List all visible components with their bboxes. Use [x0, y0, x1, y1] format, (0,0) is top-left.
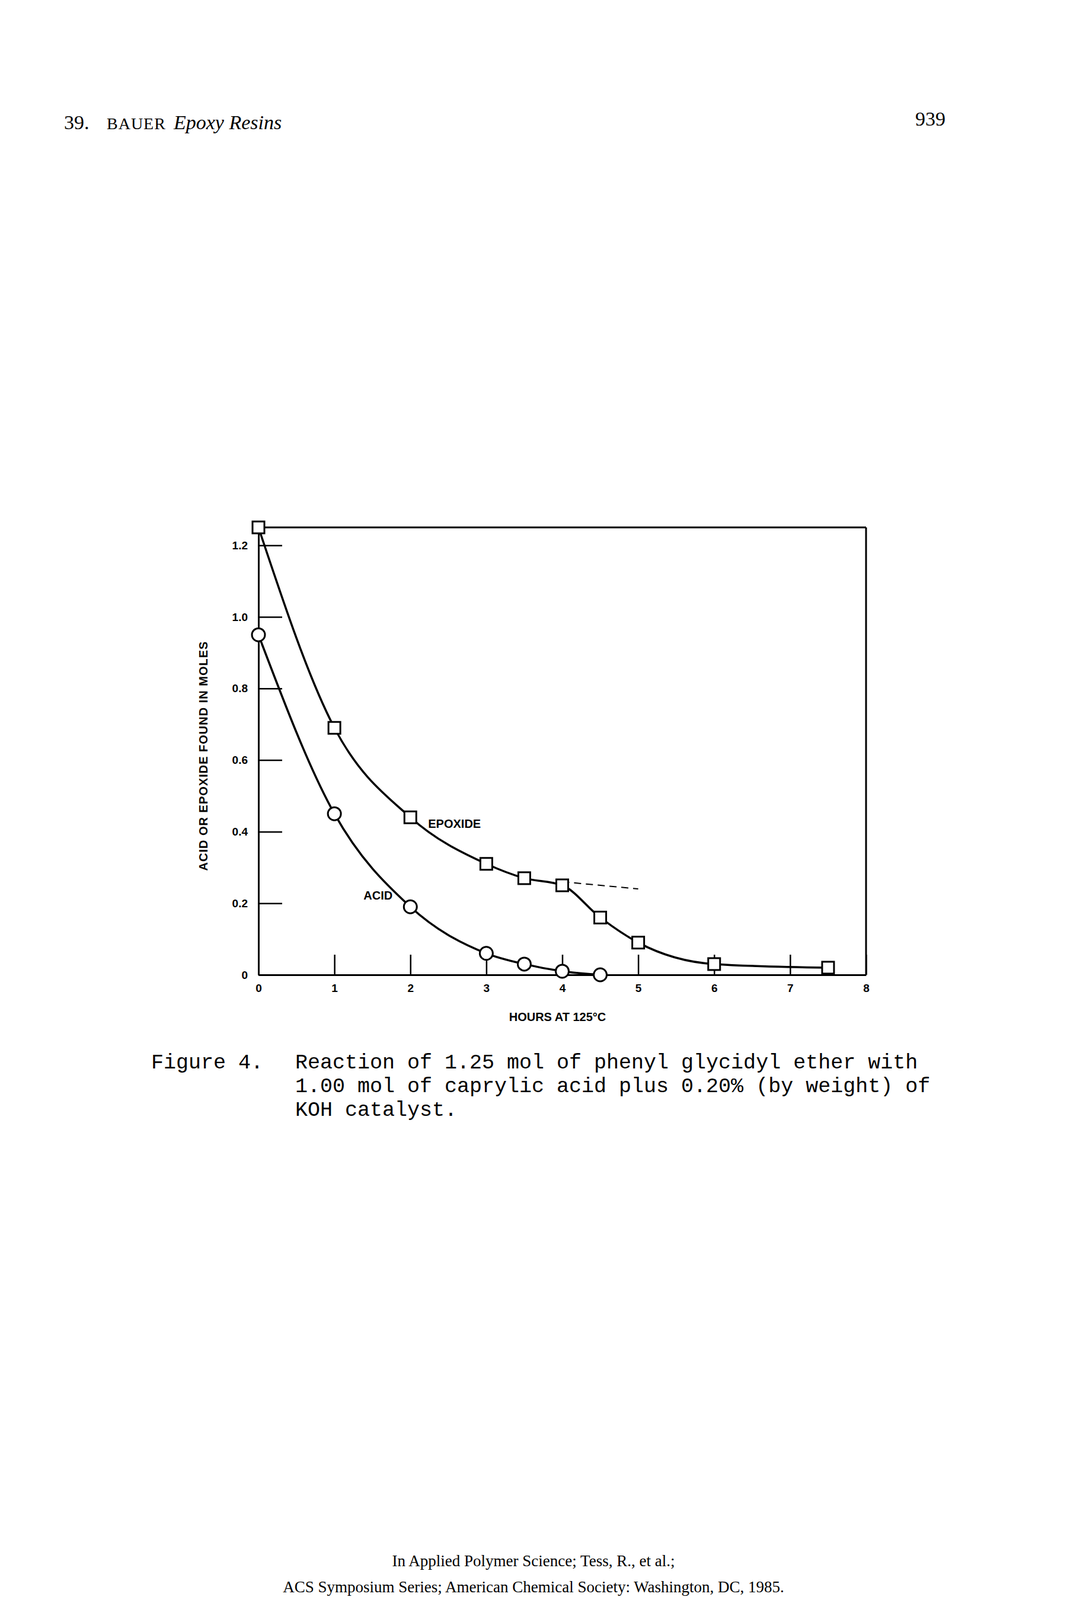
y-tick-mark [258, 831, 283, 834]
series-line [562, 882, 639, 890]
caption-line: KOH catalyst. [295, 1099, 458, 1123]
x-tick-mark [333, 954, 336, 976]
footer-line: ACS Symposium Series; American Chemical … [282, 1578, 785, 1597]
series-label: ACID [363, 889, 393, 903]
footer-line: In Applied Polymer Science; Tess, R., et… [392, 1552, 676, 1571]
x-tick-label: 7 [787, 982, 794, 995]
y-tick: 0.6 [232, 754, 283, 767]
x-tick: 1 [331, 954, 338, 995]
figure-label: Figure 4. [151, 1051, 264, 1076]
x-tick-label: 4 [559, 982, 567, 995]
chart: 0 1 2 3 4 5 6 7 8 0 0.2 0.4 0.6 0.8 1.0 1.2 HOURS AT 125… [196, 521, 870, 1024]
x-tick: 8 [863, 954, 870, 995]
y-tick: 0.2 [232, 897, 283, 910]
data-point [594, 911, 607, 924]
series-labels: EPOXIDE ACID [363, 817, 481, 903]
y-axis: 0 0.2 0.4 0.6 0.8 1.0 1.2 [232, 528, 283, 982]
x-tick-label: 6 [711, 982, 718, 995]
header-running-title: Epoxy Resins [173, 111, 282, 134]
x-tick-mark [410, 954, 412, 976]
y-tick: 0.8 [232, 682, 283, 695]
header-author: BAUER [106, 114, 166, 133]
x-axis: 0 1 2 3 4 5 6 7 8 [255, 954, 870, 995]
data-point [252, 521, 265, 534]
x-axis-title: HOURS AT 125°C [509, 1010, 607, 1024]
x-tick: 7 [787, 954, 794, 995]
y-tick-mark [258, 759, 283, 762]
y-tick-label: 0.8 [232, 682, 248, 695]
y-tick: 1.0 [232, 611, 283, 624]
x-tick-label: 1 [331, 982, 338, 995]
y-tick-label: 1.2 [232, 539, 248, 552]
frame-right [865, 527, 868, 976]
data-point [327, 807, 341, 821]
y-tick: 1.2 [232, 539, 283, 552]
header-page-number: 939 [915, 107, 946, 130]
caption-line: Reaction of 1.25 mol of phenyl glycidyl … [295, 1051, 918, 1076]
series-label: EPOXIDE [427, 817, 481, 831]
data-point [822, 962, 835, 974]
y-tick-label: 1.0 [232, 611, 248, 624]
lines [258, 527, 829, 976]
series-line [258, 634, 601, 976]
x-tick: 5 [635, 954, 642, 995]
data-point [518, 872, 530, 885]
x-tick-mark [637, 954, 640, 976]
y-tick-label: 0.6 [232, 754, 248, 767]
y-axis-line [257, 528, 260, 976]
data-point [404, 811, 417, 824]
header-chapter: 39. [64, 111, 90, 134]
data-point [556, 879, 569, 892]
y-tick-mark [258, 544, 283, 547]
x-tick-label: 2 [407, 982, 414, 995]
caption-line: 1.00 mol of caprylic acid plus 0.20% (by… [295, 1075, 931, 1100]
y-axis-title: ACID OR EPOXIDE FOUND IN MOLES [196, 641, 210, 872]
data-point [479, 947, 493, 961]
x-tick-label: 0 [255, 982, 263, 995]
data-point [517, 957, 531, 971]
page: 39.BAUEREpoxy Resins93901234567800.20.40… [0, 0, 1067, 1600]
x-tick-mark [865, 954, 868, 976]
series-line [258, 527, 829, 969]
data-point [708, 958, 721, 971]
data-point [556, 965, 570, 979]
y-tick: 0 [241, 969, 283, 982]
x-tick-mark [789, 954, 792, 976]
x-tick-label: 5 [635, 982, 642, 995]
data-point [251, 628, 265, 642]
markers [251, 521, 835, 982]
data-point [403, 900, 417, 914]
data-point [632, 937, 645, 950]
y-tick-mark [258, 902, 283, 905]
data-point [480, 858, 493, 871]
frame-top [258, 526, 867, 529]
y-tick: 0.4 [232, 825, 283, 839]
x-tick-label: 8 [863, 982, 870, 995]
y-tick-label: 0 [241, 969, 248, 982]
data-point [328, 722, 341, 734]
y-tick-mark [258, 974, 283, 977]
y-tick-label: 0.2 [232, 897, 248, 910]
x-tick-label: 3 [483, 982, 491, 995]
x-tick: 2 [407, 954, 414, 995]
data-point [593, 968, 608, 982]
y-tick-label: 0.4 [232, 825, 249, 839]
y-tick-mark [258, 616, 283, 619]
